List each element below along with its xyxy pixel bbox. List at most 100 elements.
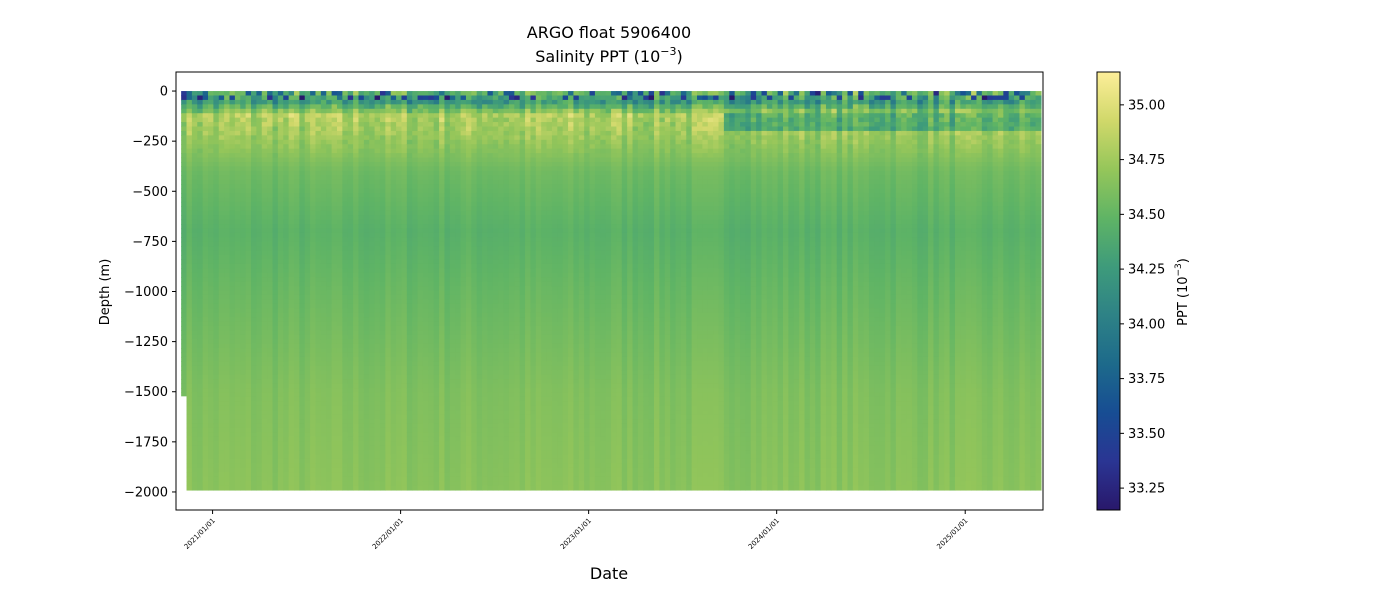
chart-subtitle: Salinity PPT (10−3) (535, 45, 683, 66)
heatmap-cell (353, 401, 360, 407)
heatmap-cell (186, 405, 193, 411)
heatmap-cell (272, 485, 279, 491)
heatmap-cell (229, 401, 236, 407)
heatmap-cell (224, 294, 231, 300)
heatmap-cell (213, 246, 220, 252)
heatmap-cell (315, 405, 322, 411)
heatmap-cell (197, 232, 204, 238)
heatmap-cell (433, 153, 440, 159)
heatmap-cell (186, 467, 193, 473)
heatmap-cell (181, 130, 188, 136)
heatmap-cell (251, 334, 257, 340)
heatmap-cell (363, 299, 370, 305)
heatmap-cell (326, 410, 333, 416)
heatmap-cell (347, 330, 354, 336)
heatmap-cell (401, 259, 408, 265)
heatmap-cell (245, 139, 252, 145)
heatmap-cell (417, 321, 424, 327)
heatmap-cell (460, 122, 467, 128)
heatmap-cell (385, 126, 392, 132)
heatmap-cell (234, 299, 241, 305)
heatmap-cell (363, 113, 370, 119)
heatmap-cell (202, 432, 209, 438)
heatmap-cell (433, 441, 440, 447)
heatmap-cell (353, 224, 360, 230)
heatmap-cell (277, 379, 284, 385)
heatmap-cell (229, 117, 236, 123)
heatmap-cell (277, 170, 284, 176)
heatmap-cell (369, 201, 376, 207)
heatmap-cell (197, 259, 204, 265)
heatmap-cell (374, 436, 381, 442)
heatmap-cell (234, 361, 241, 367)
heatmap-cell (261, 454, 268, 460)
heatmap-cell (304, 436, 311, 442)
heatmap-cell (320, 445, 327, 451)
heatmap-cell (390, 392, 397, 398)
heatmap-cell (444, 445, 451, 451)
heatmap-cell (256, 215, 263, 221)
heatmap-cell (251, 463, 257, 469)
heatmap-cell (256, 450, 263, 456)
heatmap-cell (433, 108, 440, 114)
heatmap-cell (294, 467, 300, 473)
heatmap-cell (347, 303, 354, 309)
heatmap-cell (336, 312, 343, 318)
heatmap-cell (342, 348, 349, 354)
heatmap-cell (191, 294, 198, 300)
heatmap-cell (347, 450, 354, 456)
heatmap-cell (342, 175, 349, 181)
heatmap-cell (186, 383, 193, 389)
heatmap-cell (304, 365, 311, 371)
heatmap-cell (283, 113, 290, 119)
heatmap-cell (390, 108, 397, 114)
heatmap-cell (267, 192, 274, 199)
heatmap-cell (267, 250, 274, 256)
heatmap-cell (245, 161, 252, 167)
heatmap-cell (385, 161, 392, 167)
heatmap-cell (374, 91, 381, 97)
heatmap-cell (369, 117, 376, 123)
heatmap-cell (272, 108, 279, 114)
heatmap-cell (229, 419, 236, 425)
heatmap-cell (213, 450, 220, 456)
heatmap-cell (342, 166, 349, 172)
heatmap-cell (208, 286, 214, 292)
heatmap-cell (385, 361, 392, 367)
heatmap-cell (245, 192, 252, 199)
heatmap-cell (304, 91, 311, 97)
heatmap-cell (299, 374, 306, 380)
heatmap-cell (460, 467, 467, 473)
heatmap-cell (460, 458, 467, 464)
heatmap-cell (218, 325, 225, 331)
heatmap-cell (208, 383, 214, 389)
heatmap-cell (379, 330, 386, 336)
heatmap-cell (449, 135, 456, 141)
heatmap-cell (363, 91, 370, 97)
heatmap-cell (218, 215, 225, 221)
heatmap-cell (186, 286, 193, 292)
heatmap-cell (261, 396, 268, 402)
heatmap-cell (347, 113, 354, 119)
heatmap-cell (310, 423, 317, 429)
heatmap-cell (336, 339, 343, 345)
heatmap-cell (288, 370, 295, 376)
heatmap-cell (417, 255, 424, 261)
heatmap-cell (342, 237, 349, 243)
heatmap-cell (234, 405, 241, 411)
heatmap-cell (191, 379, 198, 385)
heatmap-cell (245, 126, 252, 132)
heatmap-cell (299, 379, 306, 385)
heatmap-cell (218, 317, 225, 323)
heatmap-cell (299, 445, 306, 451)
heatmap-cell (369, 379, 376, 385)
heatmap-cell (385, 219, 392, 225)
heatmap-cell (439, 396, 446, 402)
heatmap-cell (417, 405, 424, 411)
heatmap-cell (412, 286, 419, 292)
heatmap-cell (240, 272, 247, 278)
heatmap-cell (294, 157, 300, 163)
heatmap-cell (401, 108, 408, 114)
heatmap-cell (224, 250, 231, 256)
heatmap-cell (224, 290, 231, 296)
